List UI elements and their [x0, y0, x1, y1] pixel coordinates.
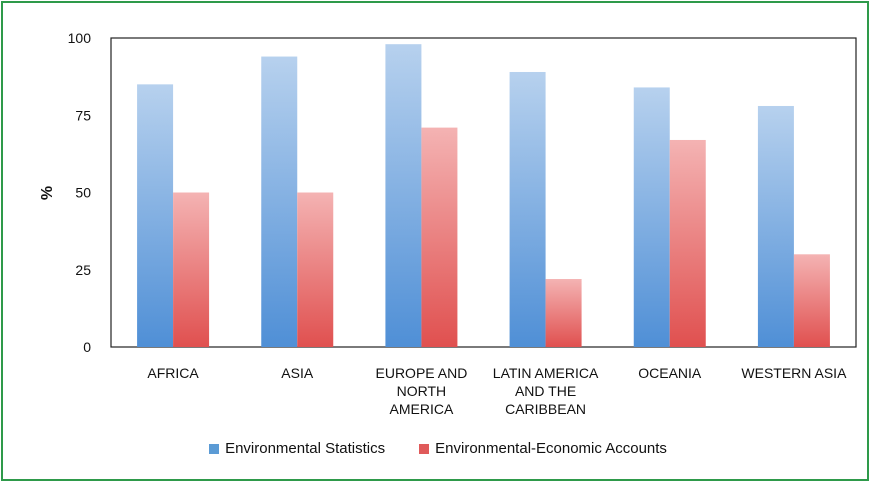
legend-item-environmental-economic-accounts: Environmental-Economic Accounts [419, 440, 667, 457]
bar-environmental-statistics [509, 71, 546, 348]
y-tick-label: 100 [68, 30, 92, 46]
category-label: EUROPE AND [376, 365, 468, 381]
bar-environmental-economic-accounts [173, 192, 210, 347]
legend: Environmental Statistics Environmental-E… [0, 440, 876, 457]
category-label: CARIBBEAN [505, 401, 586, 417]
category-label: NORTH [397, 383, 447, 399]
y-tick-label: 75 [75, 107, 91, 123]
bar-environmental-economic-accounts [793, 254, 830, 347]
category-label: ASIA [281, 365, 314, 381]
bar-environmental-statistics [385, 44, 422, 348]
bar-chart: % 0 25 50 75 100 AFRICA ASIA EUROPE AND NORTH AM… [39, 30, 857, 417]
category-label: AFRICA [147, 365, 199, 381]
category-labels: AFRICA ASIA EUROPE AND NORTH AMERICA LATIN AM… [147, 365, 847, 417]
bars [137, 44, 830, 348]
legend-swatch-environmental-statistics [209, 443, 220, 454]
y-axis-label: % [39, 186, 56, 200]
legend-swatch-environmental-economic-accounts [419, 443, 430, 454]
legend-label-environmental-economic-accounts: Environmental-Economic Accounts [435, 440, 667, 457]
y-tick-label: 50 [75, 185, 91, 201]
y-tick-label: 0 [83, 339, 91, 355]
bar-environmental-statistics [757, 105, 794, 347]
category-label: AND THE [515, 383, 576, 399]
bar-environmental-statistics [137, 84, 174, 347]
bar-environmental-economic-accounts [421, 127, 458, 347]
category-label: LATIN AMERICA [493, 365, 599, 381]
y-tick-label: 25 [75, 262, 91, 278]
y-tick-labels: 0 25 50 75 100 [68, 30, 92, 355]
bar-environmental-economic-accounts [545, 279, 582, 347]
legend-label-environmental-statistics: Environmental Statistics [225, 440, 386, 457]
bar-environmental-economic-accounts [297, 192, 334, 347]
plot-area [110, 37, 857, 348]
bar-environmental-statistics [261, 56, 298, 347]
bar-environmental-economic-accounts [669, 139, 706, 347]
legend-item-environmental-statistics: Environmental Statistics [209, 440, 385, 457]
category-label: OCEANIA [638, 365, 702, 381]
category-label: AMERICA [390, 401, 454, 417]
bar-environmental-statistics [633, 87, 670, 347]
category-label: WESTERN ASIA [741, 365, 847, 381]
